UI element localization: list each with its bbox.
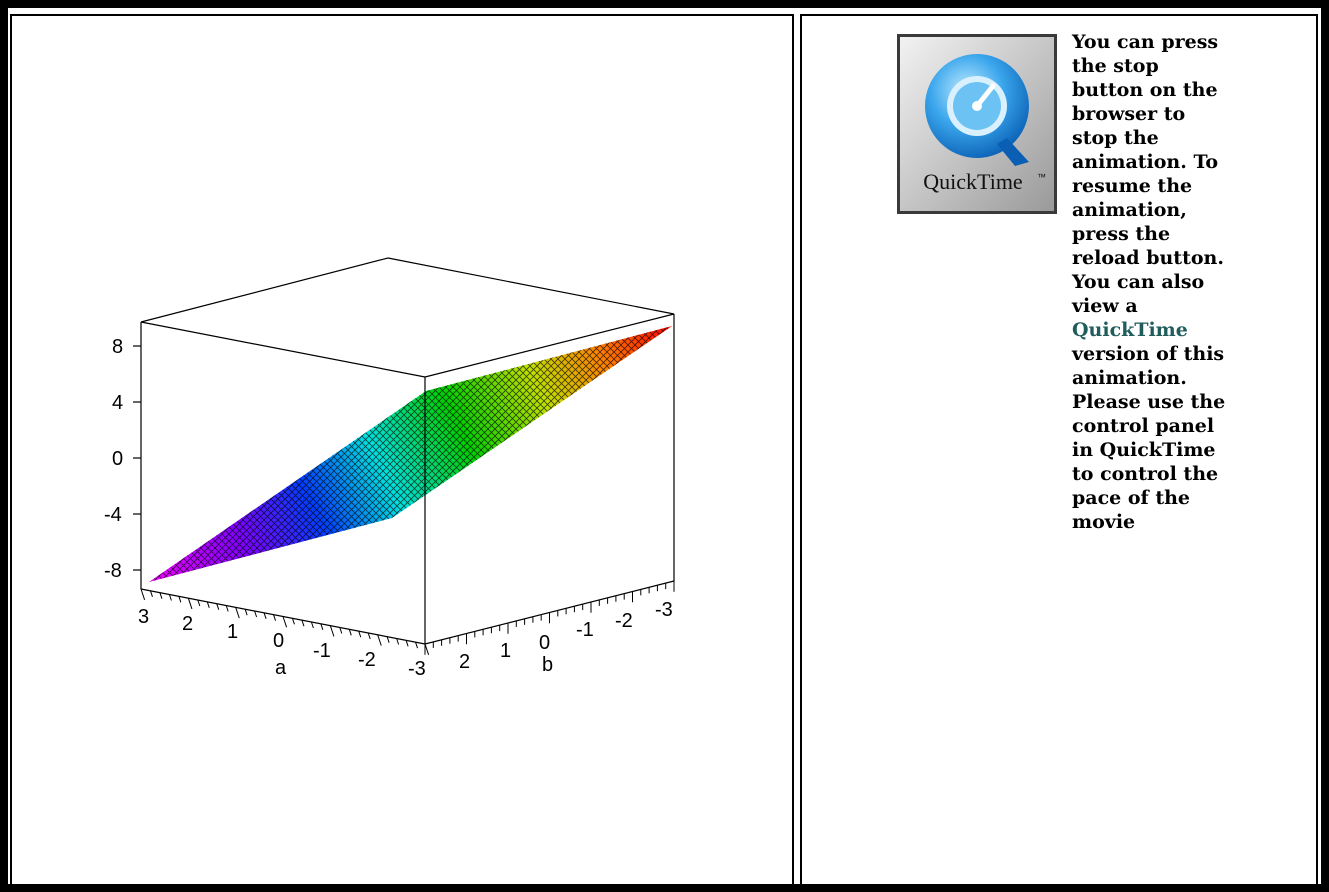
a-axis-tick bbox=[282, 616, 288, 628]
quicktime-tm: ™ bbox=[1037, 172, 1046, 182]
a-axis-tick bbox=[149, 590, 153, 597]
a-axis-tick bbox=[405, 640, 409, 647]
a-axis-tick bbox=[254, 610, 258, 618]
b-tick-label: -2 bbox=[615, 610, 633, 632]
z-tick-label: -8 bbox=[104, 560, 122, 582]
z-tick-label: 8 bbox=[112, 336, 123, 358]
a-axis-tick bbox=[187, 598, 193, 610]
quicktime-logo-icon: QuickTime ™ bbox=[897, 34, 1057, 214]
a-axis-tick bbox=[310, 621, 314, 629]
a-axis-label: a bbox=[275, 657, 287, 679]
a-axis-tick bbox=[320, 623, 324, 630]
a-axis-tick bbox=[225, 605, 229, 612]
a-tick-label: -3 bbox=[408, 658, 426, 680]
a-tick-label: -1 bbox=[313, 640, 331, 662]
b-tick-label: 0 bbox=[539, 632, 550, 654]
instructions-text-1: You can press the stop button on the bro… bbox=[1072, 31, 1224, 317]
b-tick-label: -1 bbox=[576, 619, 594, 641]
a-axis-tick bbox=[415, 642, 419, 649]
a-axis-tick bbox=[235, 607, 240, 619]
a-axis-tick bbox=[367, 632, 371, 640]
a-tick-label: 0 bbox=[273, 630, 284, 652]
a-axis-tick bbox=[329, 625, 335, 637]
z-tick-label: 4 bbox=[112, 392, 123, 414]
a-axis-minor-ticks bbox=[140, 588, 430, 655]
a-axis-tick bbox=[216, 603, 220, 610]
z-axis-ticks bbox=[133, 345, 141, 571]
quicktime-link[interactable]: QuickTime bbox=[1072, 319, 1188, 341]
animation-cell: 8 4 0 -4 -8 3 2 1 0 -1 -2 -3 a 2 1 0 -1 … bbox=[10, 14, 794, 886]
a-axis-tick bbox=[386, 636, 390, 643]
surface-mesh bbox=[149, 326, 672, 582]
surface-plot: 8 4 0 -4 -8 3 2 1 0 -1 -2 -3 a 2 1 0 -1 … bbox=[104, 257, 675, 680]
a-axis-tick bbox=[396, 638, 400, 645]
z-axis-labels: 8 4 0 -4 -8 bbox=[104, 336, 123, 582]
animation-instructions: You can press the stop button on the bro… bbox=[1072, 30, 1232, 534]
a-tick-label: 2 bbox=[182, 613, 193, 635]
a-axis-tick bbox=[178, 596, 182, 603]
b-axis-labels: 2 1 0 -1 -2 -3 b bbox=[459, 599, 673, 676]
a-axis-tick bbox=[168, 594, 172, 601]
a-axis-tick bbox=[197, 599, 201, 607]
a-axis-tick bbox=[358, 631, 362, 638]
instructions-text-2: version of this animation. Please use th… bbox=[1072, 343, 1226, 533]
a-axis-tick bbox=[140, 588, 146, 600]
a-axis-tick bbox=[206, 601, 210, 608]
a-axis-tick bbox=[377, 634, 382, 646]
b-tick-label: 2 bbox=[459, 651, 470, 673]
a-axis-tick bbox=[348, 629, 352, 636]
a-tick-label: 1 bbox=[227, 621, 238, 643]
a-axis-tick bbox=[273, 614, 277, 621]
a-axis-tick bbox=[301, 620, 305, 627]
surface bbox=[149, 326, 672, 582]
a-tick-label: -2 bbox=[358, 649, 376, 671]
b-tick-label: 1 bbox=[500, 640, 511, 662]
a-axis-tick bbox=[244, 609, 248, 616]
a-axis-labels: 3 2 1 0 -1 -2 -3 a bbox=[138, 606, 426, 680]
b-axis-label: b bbox=[542, 654, 553, 676]
quicktime-wordmark: QuickTime bbox=[923, 169, 1022, 194]
z-tick-label: -4 bbox=[104, 504, 122, 526]
b-axis-minor-ticks bbox=[424, 581, 675, 655]
a-axis-tick bbox=[291, 618, 295, 625]
info-cell: QuickTime ™ You can press the stop butto… bbox=[800, 14, 1318, 886]
a-axis-tick bbox=[159, 592, 163, 599]
a-axis-tick bbox=[339, 627, 343, 634]
a-axis-tick bbox=[424, 643, 430, 655]
b-tick-label: -3 bbox=[655, 599, 673, 621]
a-tick-label: 3 bbox=[138, 606, 149, 628]
a-axis-tick bbox=[263, 612, 267, 619]
z-tick-label: 0 bbox=[112, 448, 123, 470]
